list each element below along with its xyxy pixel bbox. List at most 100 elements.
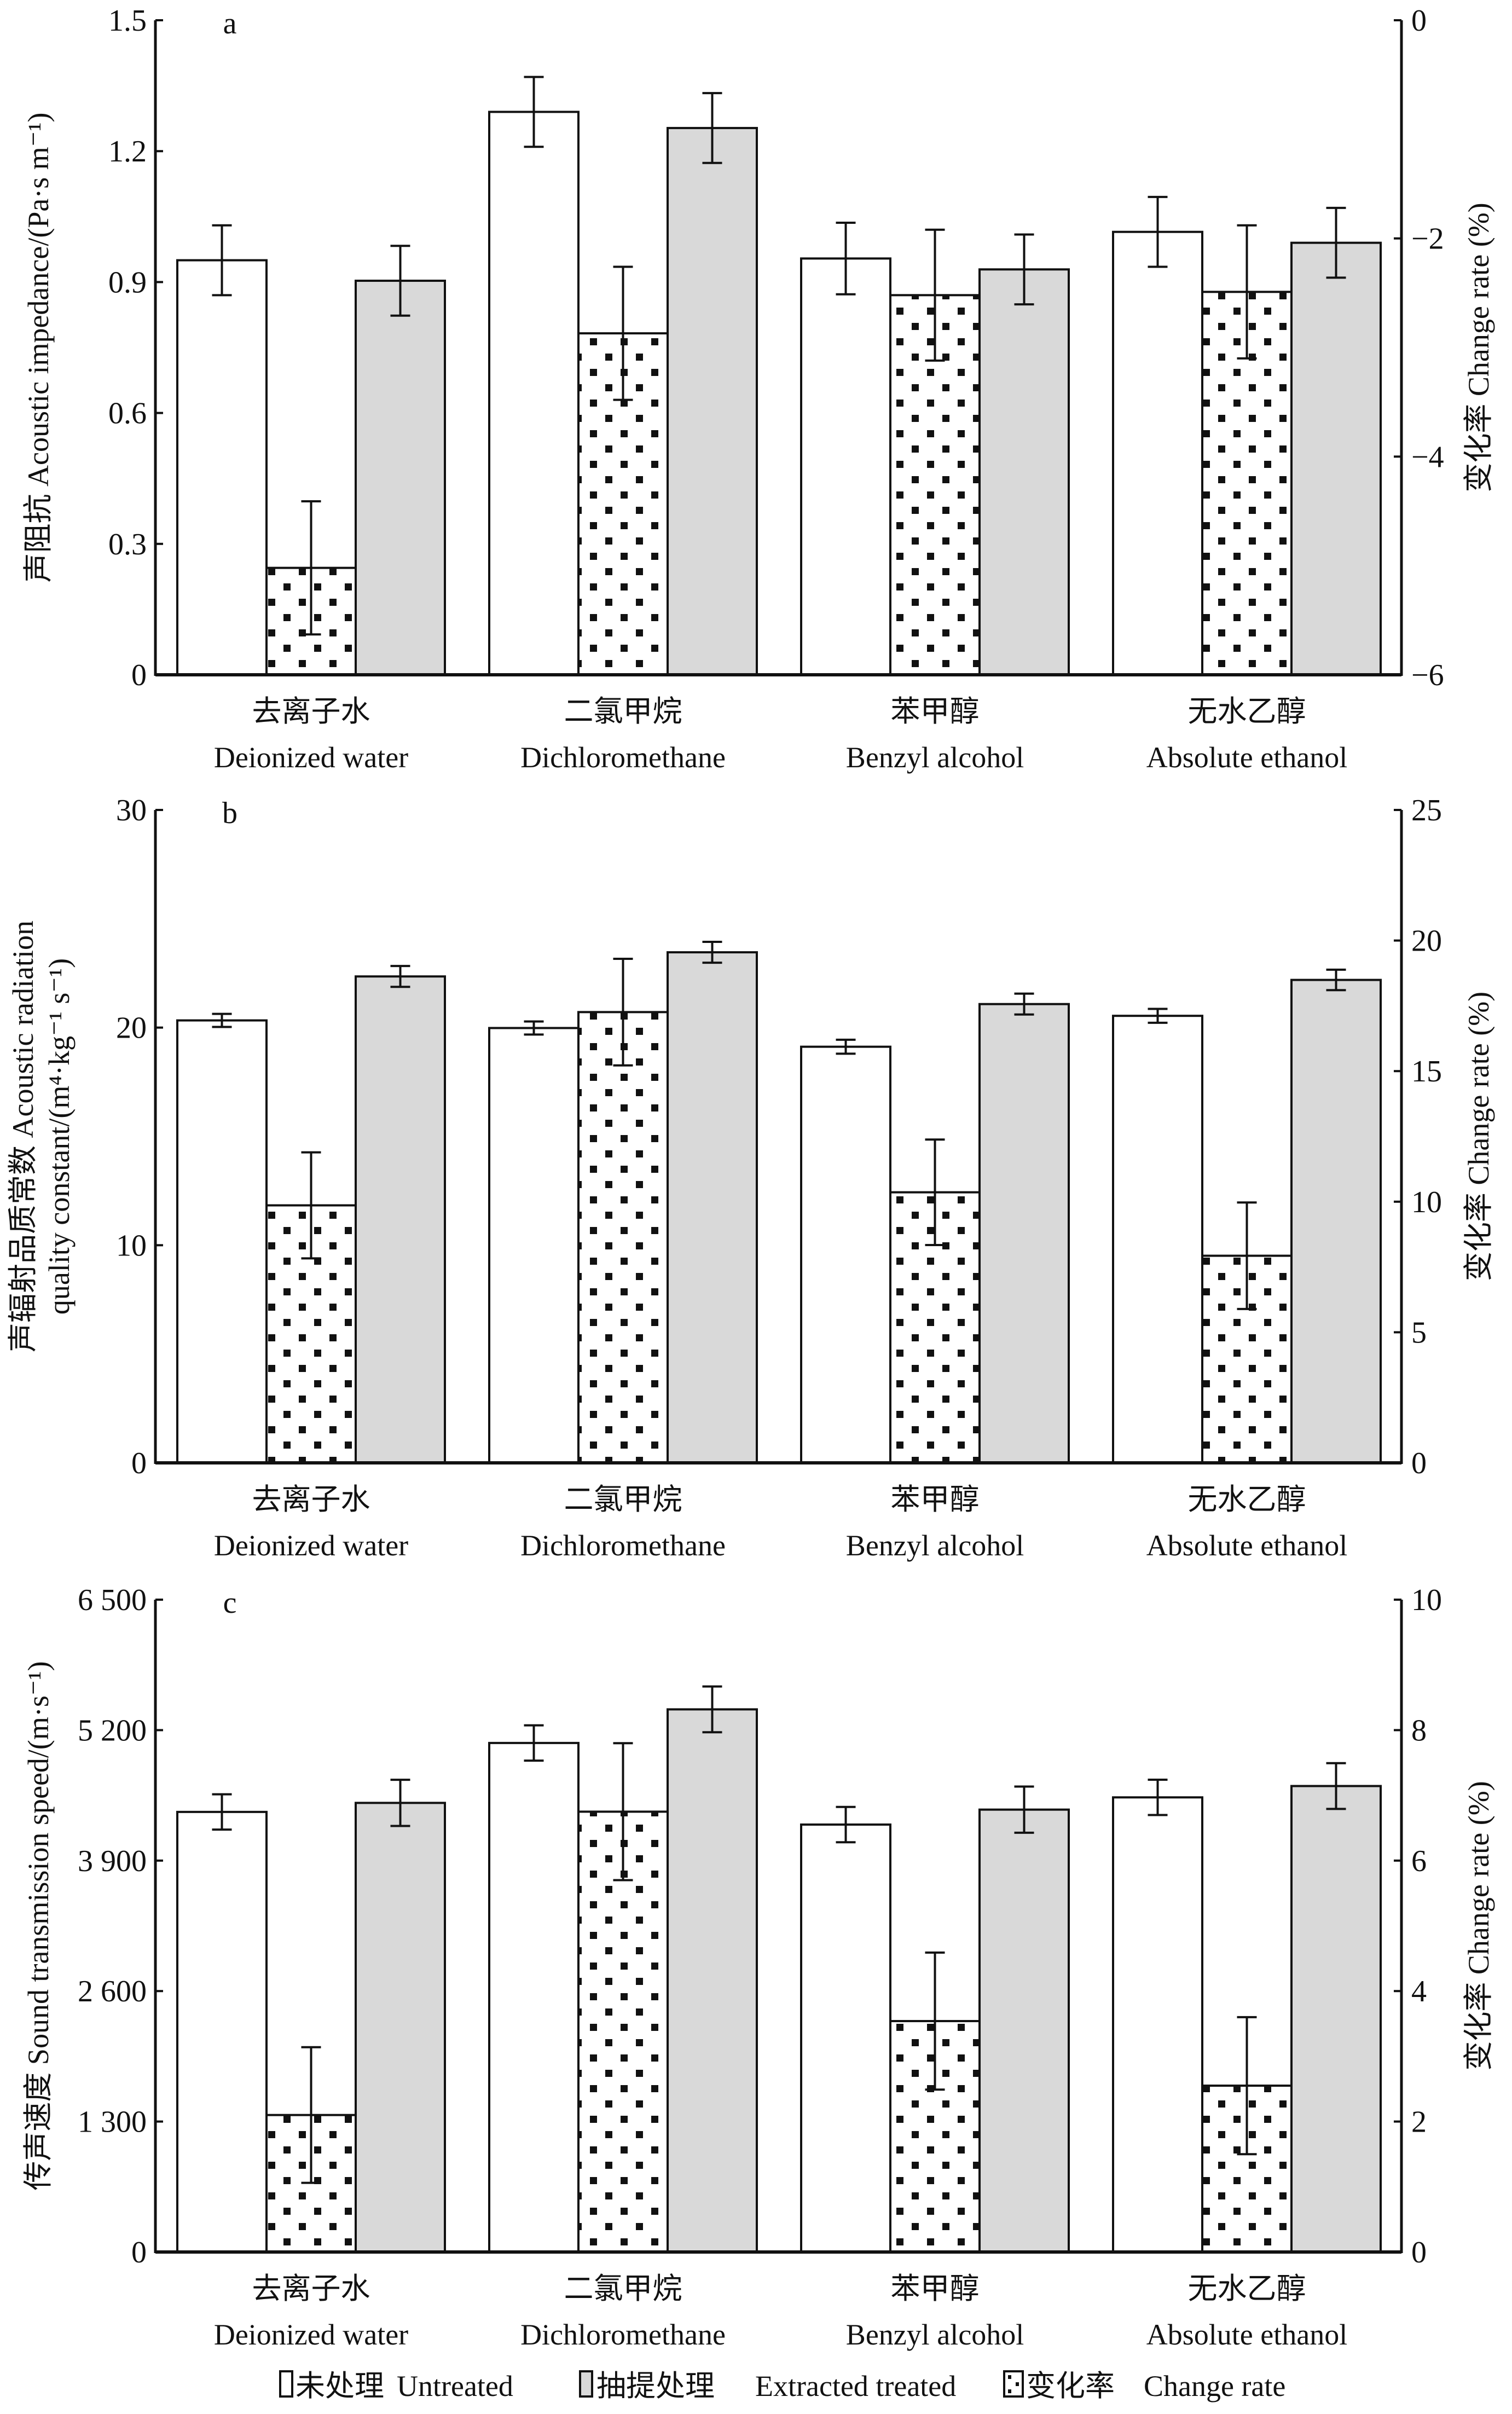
bar-extracted	[978, 1808, 1070, 2253]
bar-untreated	[488, 1027, 580, 1464]
bar-untreated	[1112, 230, 1203, 676]
panel-a: 0 0.3 0.6 0.9 1.2 1.5 −6 −4 −2 0 去离子水 Deionized wat…	[22, 4, 1495, 774]
bar-untreated	[800, 1823, 891, 2253]
y-axis-title-right: 变化率 Change rate (%)	[1462, 1781, 1495, 2070]
y-tick-label-left: 0	[131, 658, 147, 692]
panel-letter: b	[222, 796, 237, 830]
y-tick-label-left: 30	[116, 794, 147, 827]
bar-untreated	[176, 1810, 268, 2253]
y-tick-label-right: 0	[1411, 2236, 1427, 2270]
y-axis-title-en: Sound transmission speed/(m·s⁻¹)	[22, 1661, 55, 2065]
y2-axis-title-en: Change rate (%)	[1462, 992, 1495, 1185]
y-tick-label-right: 8	[1411, 1713, 1427, 1747]
x-tick-label-en: Dichloromethane	[520, 1529, 726, 1562]
x-tick-label-zh: 二氯甲烷	[564, 1483, 682, 1516]
y-axis-title-left: 声辐射品质常数 Acoustic radiation	[7, 921, 39, 1352]
legend-label-change-en: Change rate	[1144, 2370, 1285, 2403]
y-tick-label-right: 20	[1411, 924, 1442, 958]
panel-letter: c	[223, 1586, 237, 1620]
bar-change-rate	[577, 1011, 669, 1464]
x-tick-label-zh: 二氯甲烷	[564, 2272, 682, 2305]
y2-axis-title-zh: 变化率	[1462, 1975, 1495, 2071]
y2-axis-title-en: Change rate (%)	[1462, 1781, 1495, 1975]
y-tick-label-right: 10	[1411, 1185, 1442, 1219]
bar-extracted	[667, 126, 758, 676]
y-axis-title-left-line2: quality constant/(m⁴·kg⁻¹ s⁻¹)	[43, 958, 76, 1315]
y-tick-label-left: 0.6	[108, 397, 147, 431]
bar-untreated	[176, 259, 268, 676]
y-tick-label-right: 5	[1411, 1316, 1427, 1350]
y2-axis-title-zh: 变化率	[1462, 1185, 1495, 1282]
y-tick-label-left: 1.5	[108, 4, 147, 38]
x-tick-label-zh: 去离子水	[252, 2272, 370, 2305]
bar-extracted	[978, 1003, 1070, 1464]
y-axis-title-left: 传声速度 Sound transmission speed/(m·s⁻¹)	[22, 1661, 55, 2190]
y-tick-label-left: 0.9	[108, 265, 147, 299]
legend-label-untreated-en: Untreated	[397, 2370, 513, 2403]
x-tick-label-zh: 无水乙醇	[1188, 1483, 1306, 1516]
y-tick-label-left: 0	[131, 2236, 147, 2270]
legend-swatch-change	[1003, 2370, 1024, 2398]
legend-swatch-extracted	[579, 2370, 593, 2398]
y-axis-title-en: Acoustic radiation	[7, 921, 39, 1138]
x-tick-label-en: Deionized water	[214, 2318, 408, 2351]
bar-extracted	[1290, 241, 1382, 676]
panel-c: 0 1 300 2 600 3 900 5 200 6 500 0 2 4 6 8 10 去离子水 Dei…	[22, 1583, 1495, 2351]
y-tick-label-left: 3 900	[78, 1844, 147, 1878]
x-tick-label-zh: 无水乙醇	[1188, 695, 1306, 728]
x-tick-label-en: Dichloromethane	[520, 741, 726, 774]
y-axis-title-left: 声阻抗 Acoustic impedance/(Pa·s m⁻¹)	[22, 113, 55, 583]
legend-item-extracted: 抽提处理 Extracted treated	[579, 2370, 956, 2403]
y-tick-label-right: −2	[1411, 222, 1444, 256]
x-tick-label-zh: 无水乙醇	[1188, 2272, 1306, 2305]
bar-extracted	[1290, 1785, 1382, 2253]
y-axis-title-right: 变化率 Change rate (%)	[1462, 992, 1495, 1281]
y-tick-label-right: 15	[1411, 1055, 1442, 1089]
y-tick-label-left: 0	[131, 1446, 147, 1480]
y-tick-label-left: 5 200	[78, 1713, 147, 1747]
y-tick-label-left: 2 600	[78, 1975, 147, 2008]
legend-swatch-change-dot	[1008, 2389, 1011, 2393]
y-axis-title-zh: 声阻抗	[22, 487, 55, 583]
x-tick-label-zh: 二氯甲烷	[564, 695, 682, 728]
y-tick-label-right: 10	[1411, 1583, 1442, 1617]
y-axis-title-en: Acoustic impedance/(Pa·s m⁻¹)	[22, 113, 55, 487]
y-tick-label-left: 6 500	[78, 1583, 147, 1617]
x-tick-label-en: Dichloromethane	[520, 2318, 726, 2351]
legend-item-change: 变化率 Change rate	[1003, 2370, 1285, 2403]
y-tick-label-left: 1.2	[108, 135, 147, 169]
x-tick-label-zh: 苯甲醇	[891, 1483, 980, 1516]
x-tick-label-zh: 去离子水	[252, 1483, 370, 1516]
y-axis-title-right: 变化率 Change rate (%)	[1462, 202, 1495, 492]
x-tick-label-en: Benzyl alcohol	[846, 1529, 1024, 1562]
x-tick-label-zh: 去离子水	[252, 695, 370, 728]
y-tick-label-right: 0	[1411, 4, 1427, 38]
y-tick-label-left: 0.3	[108, 528, 147, 561]
legend-swatch-change-dot	[1008, 2375, 1011, 2379]
bar-extracted	[1290, 979, 1382, 1464]
bar-untreated	[1112, 1796, 1203, 2253]
legend-label-extracted-en: Extracted treated	[755, 2370, 956, 2403]
y-tick-label-right: −6	[1411, 658, 1444, 692]
panel-b: 0 10 20 30 0 5 10 15 20 25 去离子水 Deionized water 二氯甲烷…	[7, 794, 1495, 1562]
y2-axis-title-zh: 变化率	[1462, 396, 1495, 493]
bar-extracted	[355, 1802, 446, 2253]
x-tick-label-en: Absolute ethanol	[1146, 1529, 1347, 1562]
y-tick-label-right: 2	[1411, 2105, 1427, 2139]
y-tick-label-right: 25	[1411, 794, 1442, 827]
y-axis-title-zh: 传声速度	[22, 2065, 55, 2191]
bar-untreated	[800, 257, 891, 676]
legend-label-change-zh: 变化率	[1026, 2370, 1115, 2403]
legend-item-untreated: 未处理 Untreated	[279, 2370, 513, 2403]
bar-extracted	[978, 268, 1070, 676]
x-tick-label-en: Benzyl alcohol	[846, 741, 1024, 774]
legend-label-extracted-zh: 抽提处理	[596, 2370, 715, 2403]
y-tick-label-left: 10	[116, 1229, 147, 1263]
y-tick-label-left: 20	[116, 1011, 147, 1045]
bar-change-rate	[577, 1810, 669, 2253]
bar-extracted	[667, 951, 758, 1464]
panel-letter: a	[223, 7, 237, 40]
bar-untreated	[488, 111, 580, 676]
x-tick-label-en: Deionized water	[214, 741, 408, 774]
y-tick-label-right: 4	[1411, 1975, 1427, 2008]
